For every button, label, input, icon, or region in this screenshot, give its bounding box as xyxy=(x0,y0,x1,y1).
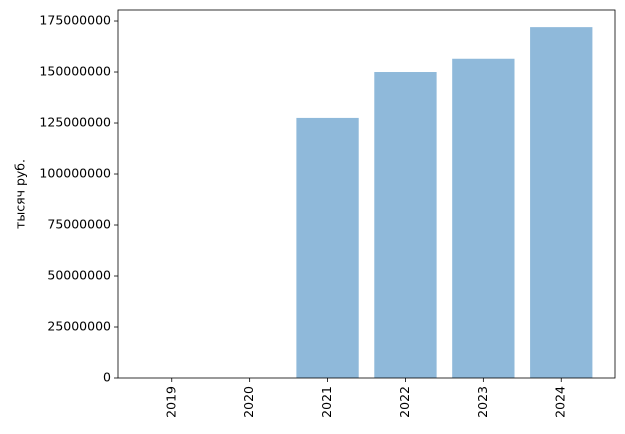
x-tick-label: 2024 xyxy=(553,386,568,418)
y-tick-label: 150000000 xyxy=(39,64,111,79)
y-tick-label: 100000000 xyxy=(39,166,111,181)
y-tick-label: 50000000 xyxy=(47,268,111,283)
bar xyxy=(374,72,437,378)
x-tick-label: 2023 xyxy=(475,386,490,418)
bar xyxy=(296,117,359,378)
y-tick-label: 25000000 xyxy=(47,319,111,334)
x-tick-label: 2022 xyxy=(397,386,412,418)
y-tick-label: 175000000 xyxy=(39,13,111,28)
x-tick-label: 2021 xyxy=(319,386,334,418)
y-tick-label: 0 xyxy=(103,370,111,385)
y-axis-label: тысяч руб. xyxy=(13,159,28,229)
x-tick-label: 2019 xyxy=(163,386,178,418)
plot-frame xyxy=(117,9,616,379)
x-tick-label: 2020 xyxy=(241,386,256,418)
bar xyxy=(530,27,593,379)
y-tick-label: 125000000 xyxy=(39,115,111,130)
bar xyxy=(452,58,515,379)
y-tick-label: 75000000 xyxy=(47,217,111,232)
